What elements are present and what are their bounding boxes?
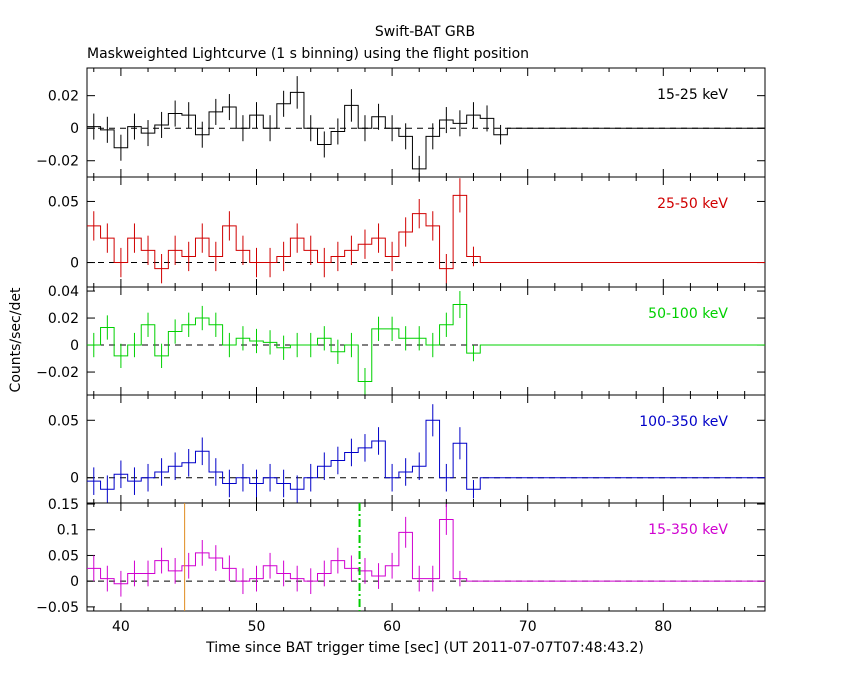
y-tick-label: 0.1 [57, 523, 79, 539]
x-tick-label: 40 [112, 619, 130, 635]
y-tick-label: 0 [70, 471, 79, 487]
y-tick-label: 0.02 [48, 311, 79, 327]
chart-title: Swift-BAT GRB [374, 24, 476, 40]
y-tick-label: 0 [70, 121, 79, 137]
panel-frame [86, 502, 766, 612]
y-tick-label: 0.05 [48, 194, 79, 210]
band-label: 15-25 keV [657, 87, 728, 103]
y-tick-label: 0.05 [48, 413, 79, 429]
y-tick-label: 0 [70, 574, 79, 590]
chart-subtitle: Maskweighted Lightcurve (1 s binning) us… [87, 46, 530, 62]
series-line [87, 304, 765, 382]
x-tick-label: 70 [519, 619, 537, 635]
series-line [87, 194, 765, 270]
y-tick-label: 0.15 [48, 497, 79, 513]
y-tick-label: 0.04 [48, 284, 79, 300]
y-tick-label: 0.05 [48, 548, 79, 564]
series-line [87, 419, 765, 490]
x-tick-label: 80 [654, 619, 672, 635]
y-tick-label: 0 [70, 338, 79, 354]
y-tick-label: 0.02 [48, 89, 79, 105]
y-tick-label: −0.05 [36, 600, 79, 616]
band-label: 50-100 keV [648, 306, 728, 322]
band-label: 100-350 keV [639, 414, 728, 430]
x-axis-label: Time since BAT trigger time [sec] (UT 20… [206, 640, 644, 656]
x-tick-label: 60 [383, 619, 401, 635]
y-tick-label: −0.02 [36, 365, 79, 381]
y-tick-label: 0 [70, 256, 79, 272]
y-tick-label: −0.02 [36, 154, 79, 170]
band-label: 25-50 keV [657, 196, 728, 212]
band-label: 15-350 keV [648, 522, 728, 538]
x-tick-label: 50 [248, 619, 266, 635]
